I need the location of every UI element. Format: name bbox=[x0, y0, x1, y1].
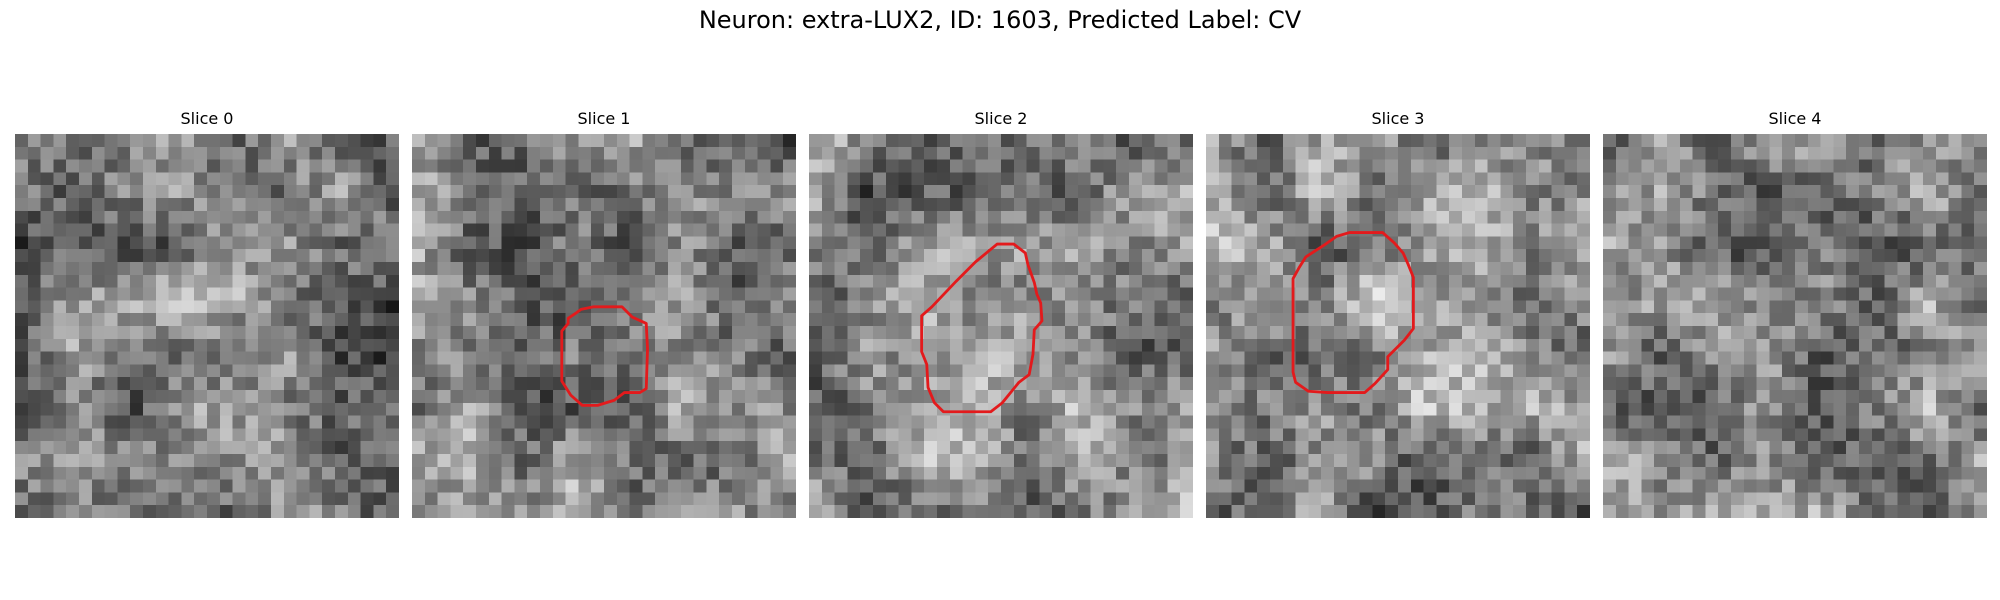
slice-panel-4: Slice 4 bbox=[1603, 108, 1987, 518]
slice-title-2: Slice 2 bbox=[809, 108, 1193, 130]
slice-panel-3: Slice 3 bbox=[1206, 108, 1590, 518]
slice-panel-2: Slice 2 bbox=[809, 108, 1193, 518]
slice-image-0 bbox=[15, 134, 399, 518]
slice-title-4: Slice 4 bbox=[1603, 108, 1987, 130]
slice-panel-0: Slice 0 bbox=[15, 108, 399, 518]
pixel-grid bbox=[1206, 134, 1590, 518]
slice-image-4 bbox=[1603, 134, 1987, 518]
slice-image-2 bbox=[809, 134, 1193, 518]
slice-image-3 bbox=[1206, 134, 1590, 518]
pixel-grid bbox=[15, 134, 399, 518]
pixel-grid bbox=[412, 134, 796, 518]
figure-title: Neuron: extra-LUX2, ID: 1603, Predicted … bbox=[0, 6, 2000, 34]
pixel-grid bbox=[809, 134, 1193, 518]
slice-title-1: Slice 1 bbox=[412, 108, 796, 130]
slice-image-1 bbox=[412, 134, 796, 518]
pixel-grid bbox=[1603, 134, 1987, 518]
slice-title-3: Slice 3 bbox=[1206, 108, 1590, 130]
slice-title-0: Slice 0 bbox=[15, 108, 399, 130]
slice-panel-1: Slice 1 bbox=[412, 108, 796, 518]
